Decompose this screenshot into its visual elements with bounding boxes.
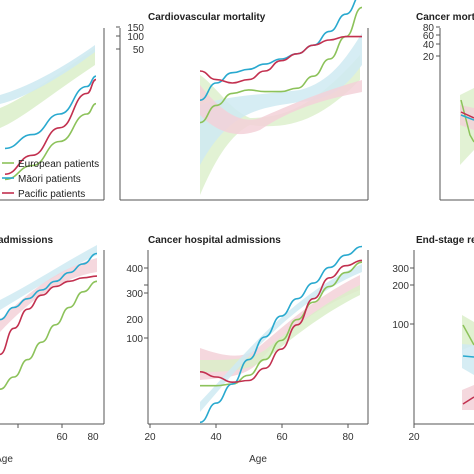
x-tick-label: 20 xyxy=(408,432,420,443)
series-line-maori xyxy=(462,355,474,358)
ci-band-pacific xyxy=(462,385,474,410)
y-tick-label: 60 xyxy=(423,31,435,42)
series-line-european xyxy=(462,324,474,346)
legend: European patients Māori patients Pacific… xyxy=(2,159,99,200)
series-line-european xyxy=(0,280,98,390)
ci-band-maori xyxy=(462,344,474,375)
series-line-pacific xyxy=(462,396,474,405)
series-line-pacific xyxy=(0,275,98,356)
series-line-maori xyxy=(4,75,97,150)
y-tick-label: 200 xyxy=(392,281,409,292)
ci-band-european xyxy=(200,285,360,372)
panel-end-stage-renal: End-stage re 300 200 100 20 xyxy=(392,235,474,443)
y-tick-label: 40 xyxy=(423,40,435,51)
panel-a-ci-band xyxy=(0,45,95,104)
series-line-european xyxy=(200,261,363,387)
ci-band-maori xyxy=(200,33,362,165)
x-tick-label: 60 xyxy=(276,432,288,443)
panel-title: admissions xyxy=(0,235,53,246)
y-tick-label: 50 xyxy=(133,45,145,56)
series-line-maori xyxy=(199,0,357,101)
series-line-european xyxy=(199,6,363,124)
panel-admissions: admissions 60 80 Age xyxy=(0,235,105,465)
x-tick-label: 60 xyxy=(56,432,68,443)
panel-title: Cancer mort xyxy=(416,12,474,23)
panel-a: European patients Māori patients Pacific… xyxy=(0,28,105,201)
panel-title: Cardiovascular mortality xyxy=(148,12,266,23)
y-tick-label: 150 xyxy=(127,23,144,34)
series-line-pacific xyxy=(4,78,97,175)
series-line-european xyxy=(460,99,474,143)
y-tick-label: 100 xyxy=(392,320,409,331)
panel-title: Cancer hospital admissions xyxy=(148,235,281,246)
ci-band-pacific xyxy=(200,275,360,380)
x-tick-label: 20 xyxy=(144,432,156,443)
series-line-maori xyxy=(460,114,474,121)
ci-band-pacific xyxy=(0,258,97,332)
ci-band-maori xyxy=(0,245,97,310)
y-tick-label: 80 xyxy=(423,23,435,34)
series-line-european xyxy=(4,102,97,181)
x-tick-label: 80 xyxy=(342,432,354,443)
ci-band-pacific xyxy=(200,80,362,135)
y-tick-label: 20 xyxy=(423,52,435,63)
y-tick-label: 400 xyxy=(126,264,143,275)
series-line-maori xyxy=(199,245,363,424)
ci-band-european xyxy=(462,315,474,350)
legend-label-maori: Māori patients xyxy=(18,174,81,185)
x-axis-label: Age xyxy=(249,454,267,465)
panel-title: End-stage re xyxy=(416,235,474,246)
panel-cardiovascular-mortality: Cardiovascular mortality 150 100 50 xyxy=(116,0,369,201)
series-line-maori xyxy=(0,252,98,321)
y-tick-label: 300 xyxy=(126,289,143,300)
series-line-pacific xyxy=(460,111,474,119)
y-tick-label: 200 xyxy=(126,315,143,326)
y-tick-label: 100 xyxy=(127,32,144,43)
ci-band-european xyxy=(200,55,360,195)
x-tick-label: 40 xyxy=(210,432,222,443)
ci-band-maori xyxy=(200,264,362,412)
y-tick-label: 100 xyxy=(126,334,143,345)
panel-cancer-mortality: Cancer mort 80 60 40 20 xyxy=(416,12,474,201)
x-axis-label: Age xyxy=(0,454,13,465)
y-tick-label: 300 xyxy=(392,264,409,275)
series-line-pacific xyxy=(199,259,363,384)
legend-label-european: European patients xyxy=(18,159,99,170)
x-tick-label: 80 xyxy=(87,432,99,443)
series-line-pacific xyxy=(199,35,362,84)
panel-cancer-hospital-admissions: Cancer hospital admissions 400 300 200 1… xyxy=(126,235,369,465)
legend-label-pacific: Pacific patients xyxy=(18,189,85,200)
